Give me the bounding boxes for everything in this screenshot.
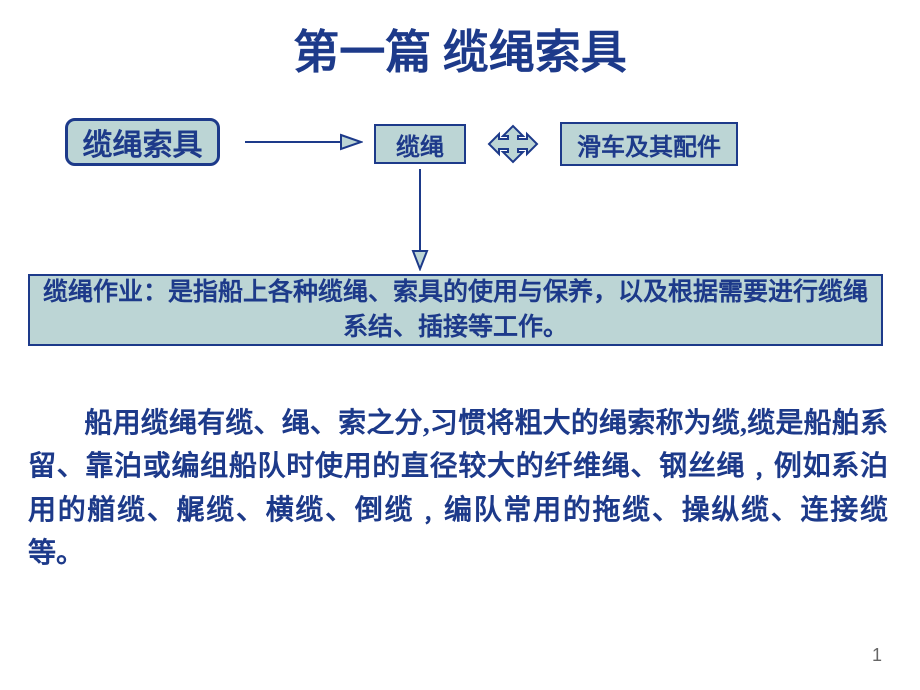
node-right: 滑车及其配件 [560,122,738,166]
page-number: 1 [872,645,882,666]
node-root-label: 缆绳索具 [83,120,203,164]
arrow-cross-icon [487,124,539,164]
arrow-down-icon [405,167,435,271]
description-box: 缆绳作业：是指船上各种缆绳、索具的使用与保养，以及根据需要进行缆绳系结、插接等工… [28,274,883,346]
arrow-right-icon [243,127,363,157]
body-paragraph-text: 船用缆绳有缆、绳、索之分,习惯将粗大的绳索称为缆,缆是船舶系留、靠泊或编组船队时… [28,408,888,569]
description-text: 缆绳作业：是指船上各种缆绳、索具的使用与保养，以及根据需要进行缆绳系结、插接等工… [40,275,871,345]
node-center-label: 缆绳 [396,127,444,162]
slide-title-text: 第一篇 缆绳索具 [293,27,627,78]
body-paragraph: 船用缆绳有缆、绳、索之分,习惯将粗大的绳索称为缆,缆是船舶系留、靠泊或编组船队时… [28,402,888,576]
node-center: 缆绳 [374,124,466,164]
node-right-label: 滑车及其配件 [577,127,721,162]
node-root: 缆绳索具 [65,118,220,166]
slide-title: 第一篇 缆绳索具 [0,16,920,82]
page-number-text: 1 [872,645,882,665]
